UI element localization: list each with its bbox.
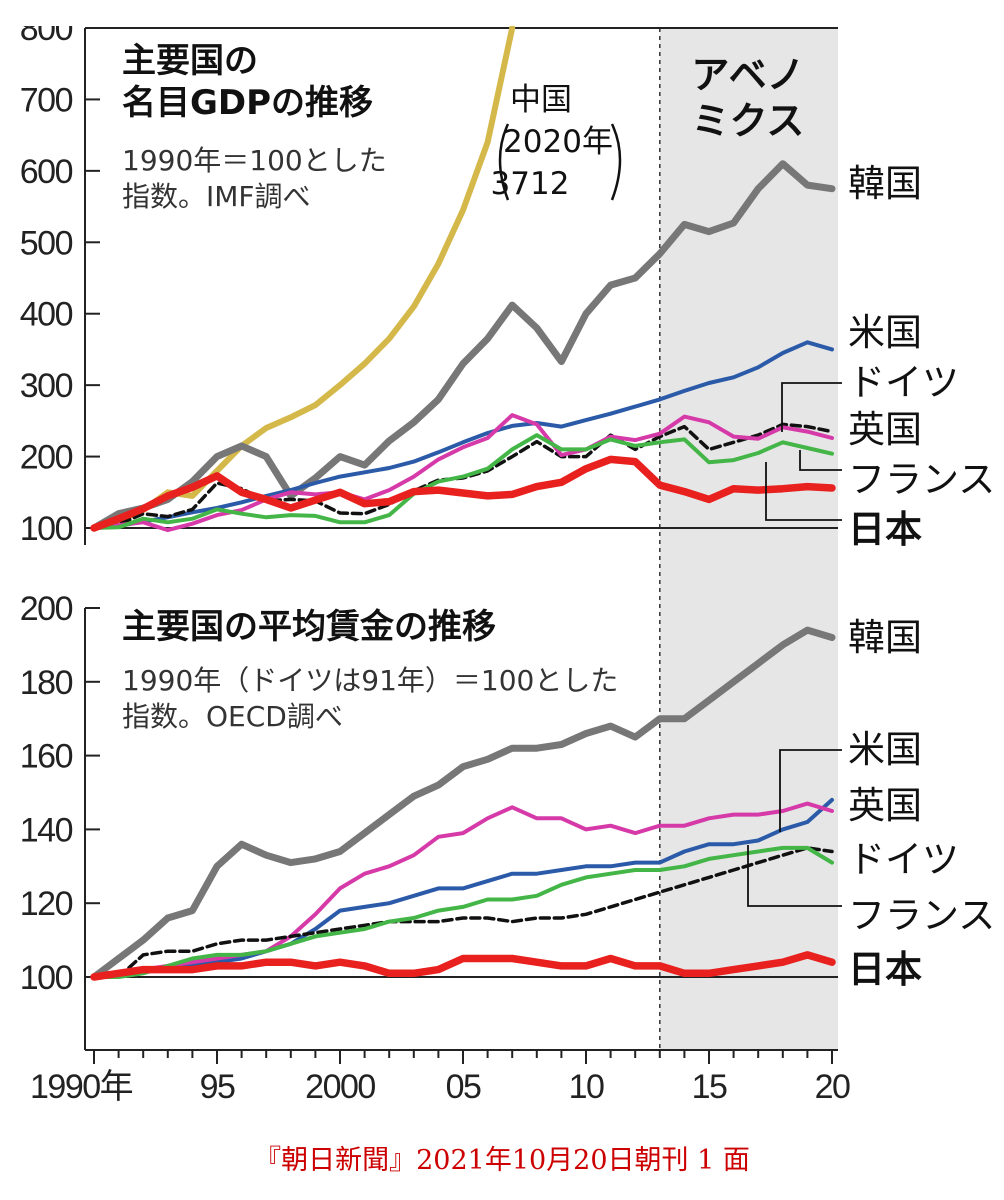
y-tick-label: 100 xyxy=(20,510,73,548)
china-label: 中国 xyxy=(510,82,572,118)
chart-title: 主要国の平均賃金の推移 xyxy=(122,607,496,647)
x-tick-label: 15 xyxy=(692,1068,727,1106)
y-tick-label: 600 xyxy=(20,153,73,191)
leader-france-wage xyxy=(747,845,842,907)
x-tick-label: 2000 xyxy=(305,1068,375,1106)
chart-subtitle: 指数。IMF調べ xyxy=(122,180,311,213)
chart-subtitle: 1990年＝100とした xyxy=(122,144,387,177)
y-tick-label: 700 xyxy=(20,81,73,119)
source-caption: 『朝日新聞』2021年10月20日朝刊 1 面 xyxy=(254,1145,750,1176)
series-line-0-1990 xyxy=(92,433,834,530)
china-year-label: 2020年 xyxy=(503,124,613,160)
y-tick-label: 200 xyxy=(20,439,73,477)
y-tick-label: 200 xyxy=(20,590,73,628)
series-line-0-1990 xyxy=(90,160,836,532)
series-label-japan: 日本 xyxy=(848,508,922,551)
x-tick-label: 10 xyxy=(569,1068,604,1106)
abenomics-label: ミクス xyxy=(692,99,805,143)
chart-subtitle: 1990年（ドイツは91年）＝100とした xyxy=(122,664,618,697)
y-tick-label: 300 xyxy=(20,367,73,405)
series-label-korea-wage: 韓国 xyxy=(848,616,922,659)
china-paren-right xyxy=(610,123,622,201)
leader-france xyxy=(799,450,842,471)
leader-japan xyxy=(765,462,842,521)
leader-us-wage xyxy=(779,749,842,832)
series-label-france: フランス xyxy=(848,458,995,501)
series-line-1-1990 xyxy=(90,951,836,981)
x-tick-label: 1990年 xyxy=(30,1068,133,1106)
series-label-us: 米国 xyxy=(848,311,922,354)
chart-subtitle: 指数。OECD調べ xyxy=(122,700,343,733)
series-line-1-1990 xyxy=(92,845,834,979)
x-tick-label: 05 xyxy=(446,1068,481,1106)
x-tick-label: 95 xyxy=(200,1068,235,1106)
series-line-0-1990 xyxy=(92,413,834,533)
series-label-uk: 英国 xyxy=(848,408,922,451)
x-tick-label: 20 xyxy=(815,1068,850,1106)
series-line-1-1990 xyxy=(92,801,834,979)
y-tick-label: 100 xyxy=(20,959,73,997)
china-paren-left xyxy=(498,123,510,201)
top-cover xyxy=(0,0,1004,26)
y-tick-label: 500 xyxy=(20,224,73,262)
series-label-germany: ドイツ xyxy=(848,361,959,404)
series-label-uk-wage: 英国 xyxy=(848,784,922,827)
series-label-korea: 韓国 xyxy=(848,162,922,205)
series-line-0-1990 xyxy=(90,455,836,532)
chart-title: 主要国の xyxy=(122,41,258,81)
series-line-1-1991 xyxy=(116,846,834,979)
series-label-germany-wage: ドイツ xyxy=(848,838,959,881)
series-label-japan-wage: 日本 xyxy=(848,948,922,991)
series-label-france-wage: フランス xyxy=(848,894,995,937)
y-tick-label: 400 xyxy=(20,296,73,334)
y-tick-label: 180 xyxy=(20,664,73,702)
abenomics-label: アベノ xyxy=(691,53,804,97)
y-tick-label: 140 xyxy=(20,811,73,849)
y-tick-label: 120 xyxy=(20,885,73,923)
chart-title: 名目GDPの推移 xyxy=(122,83,373,123)
y-tick-label: 160 xyxy=(20,738,73,776)
series-line-1-1990 xyxy=(90,626,836,981)
series-label-us-wage: 米国 xyxy=(848,728,922,771)
leader-germany xyxy=(781,382,842,432)
